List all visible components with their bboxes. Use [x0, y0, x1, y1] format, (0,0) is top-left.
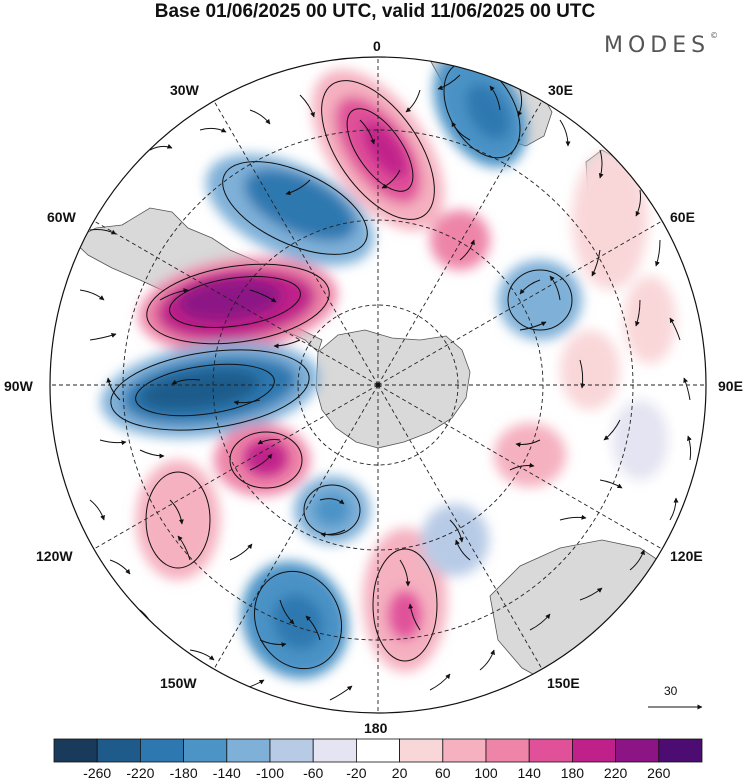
- map-title: Base 01/06/2025 00 UTC, valid 11/06/2025…: [154, 1, 596, 22]
- colorbar-tick: -180: [169, 765, 198, 781]
- lon-label-150e: 150E: [547, 675, 580, 691]
- colorbar-swatch: [226, 738, 271, 763]
- graticule: [50, 57, 706, 713]
- colorbar-swatch: [269, 738, 314, 763]
- wind-vectors: [79, 74, 692, 701]
- colorbar-tick: -220: [126, 765, 155, 781]
- colorbar-tick: -260: [83, 765, 112, 781]
- colorbar-swatch: [53, 738, 98, 763]
- lon-label-120e: 120E: [670, 548, 703, 564]
- colorbar-swatch: [399, 738, 444, 763]
- colorbar-swatch: [355, 738, 400, 763]
- south-pole-dot: [375, 382, 381, 388]
- lon-label-90w: 90W: [4, 378, 33, 394]
- lon-label-150w: 150W: [160, 675, 197, 691]
- anomaly-fields: [100, 57, 676, 679]
- colorbar-swatch: [442, 738, 487, 763]
- lon-label-90e: 90E: [718, 378, 743, 394]
- lon-label-0: 0: [373, 38, 381, 54]
- antarctica: [315, 329, 471, 449]
- map-boundary: [49, 56, 707, 714]
- colorbar-tick: 260: [647, 765, 671, 781]
- colorbar-tick: 100: [474, 765, 498, 781]
- colorbar-swatch: [312, 738, 357, 763]
- lon-label-60w: 60W: [47, 209, 76, 225]
- colorbar-swatch: [615, 738, 660, 763]
- lon-label-30e: 30E: [548, 82, 573, 98]
- colorbar-tick: -100: [255, 765, 285, 781]
- tasmania: [559, 693, 581, 713]
- reference-vector-label: 30: [664, 684, 678, 698]
- colorbar-swatch: [572, 738, 617, 763]
- colorbar-tick: 60: [435, 765, 451, 781]
- colorbar-swatch: [139, 738, 184, 763]
- colorbar-tick: 20: [391, 765, 408, 781]
- colorbar-tick: 220: [603, 765, 628, 781]
- colorbar-tick: -60: [303, 765, 324, 781]
- modes-logo: MODES©: [604, 31, 719, 58]
- lon-label-30w: 30W: [170, 82, 199, 98]
- colorbar-swatch: [528, 738, 573, 763]
- colorbar: [53, 738, 703, 763]
- colorbar-swatch: [183, 738, 228, 763]
- colorbar-swatch: [96, 738, 141, 763]
- colorbar-swatch: [485, 738, 530, 763]
- colorbar-tick: 180: [560, 765, 585, 781]
- lon-label-180: 180: [364, 720, 388, 736]
- lon-label-60e: 60E: [670, 209, 695, 225]
- lon-label-120w: 120W: [36, 548, 73, 564]
- contour-lines: [110, 61, 573, 670]
- colorbar-tick: -140: [212, 765, 241, 781]
- colorbar-tick: 140: [517, 765, 541, 781]
- colorbar-swatch: [658, 738, 703, 763]
- map-disc: [50, 57, 706, 713]
- colorbar-tick: -20: [346, 765, 367, 781]
